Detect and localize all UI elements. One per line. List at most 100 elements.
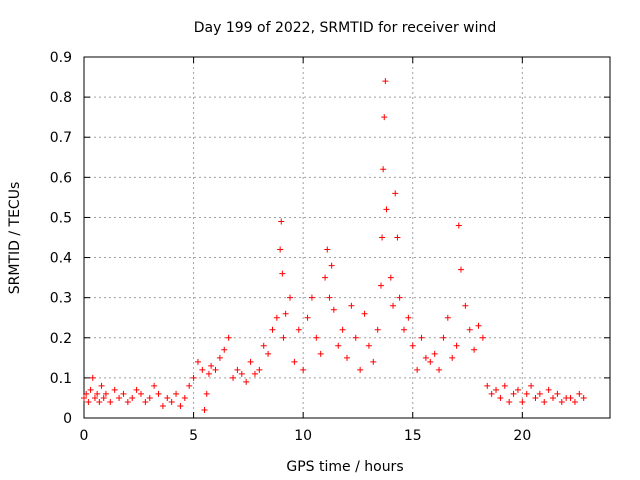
data-point [400,326,407,333]
data-point [390,302,397,309]
data-point [216,354,223,361]
data-point [313,334,320,341]
data-point [326,294,333,301]
data-point [100,394,107,401]
data-point [484,382,491,389]
x-tick-label: 15 [404,428,422,444]
data-point [392,190,399,197]
data-point [330,306,337,313]
data-point [488,390,495,397]
data-point [87,386,94,393]
data-point [497,394,504,401]
data-point [567,394,574,401]
data-point [203,390,210,397]
y-tick-label: 0 [63,411,72,427]
data-point [278,218,285,225]
data-point [352,334,359,341]
data-point [550,394,557,401]
data-point [380,166,387,173]
data-point [455,222,462,229]
data-point [221,346,228,353]
data-point [234,366,241,373]
data-point [265,350,272,357]
y-tick-label: 0.6 [50,170,72,186]
data-point [462,302,469,309]
data-point [558,398,565,405]
data-point [322,274,329,281]
data-point [536,390,543,397]
data-point [199,366,206,373]
data-point [479,334,486,341]
data-point [282,310,289,317]
data-point [212,366,219,373]
data-point [230,374,237,381]
data-point [510,390,517,397]
data-point [324,246,331,253]
data-point [409,342,416,349]
data-point [173,390,180,397]
data-point [260,342,267,349]
data-point [208,362,215,369]
data-point [519,398,526,405]
x-tick-label: 20 [513,428,531,444]
data-point [94,390,101,397]
data-point [431,350,438,357]
data-point [238,370,245,377]
data-point [383,206,390,213]
y-tick-label: 0.7 [50,130,72,146]
data-point [256,366,263,373]
data-point [449,354,456,361]
y-tick-labels: 0 0.1 0.2 0.3 0.4 0.5 0.6 0.7 0.8 0.9 [50,50,72,427]
y-tick-label: 0.4 [50,251,72,267]
data-point [576,390,583,397]
data-point [269,326,276,333]
data-point [357,366,364,373]
data-points [81,78,587,413]
data-point [396,294,403,301]
data-point [295,326,302,333]
plot-frame [83,56,611,419]
data-point [304,314,311,321]
x-tick-label: 0 [80,428,89,444]
data-point [418,334,425,341]
data-point [83,390,90,397]
data-point [111,386,118,393]
data-point [528,382,535,389]
data-point [129,394,136,401]
y-axis-label: SRMTID / TECUs [7,182,23,295]
data-point [273,314,280,321]
data-point [168,398,175,405]
data-point [279,270,286,277]
y-tick-label: 0.2 [50,331,72,347]
data-point [427,358,434,365]
data-point [107,398,114,405]
data-point [571,398,578,405]
tick-marks [83,56,610,419]
data-point [387,274,394,281]
data-point [251,370,258,377]
data-point [186,382,193,389]
data-point [379,234,386,241]
data-point [344,354,350,361]
data-point [308,294,315,301]
data-point [506,398,513,405]
data-point [440,334,447,341]
grid [83,56,610,419]
x-axis-label: GPS time / hours [286,459,403,475]
x-tick-label: 10 [294,428,312,444]
data-point [181,394,188,401]
data-point [277,246,284,253]
data-point [328,262,335,269]
y-tick-label: 0.1 [50,371,72,387]
data-point [205,370,212,377]
data-point [247,358,254,365]
data-point [365,342,372,349]
data-point [493,386,500,393]
y-tick-label: 0.5 [50,210,72,226]
data-point [85,398,92,405]
data-point [201,406,208,413]
data-point [382,78,389,85]
data-point [348,302,355,309]
data-point [361,310,368,317]
